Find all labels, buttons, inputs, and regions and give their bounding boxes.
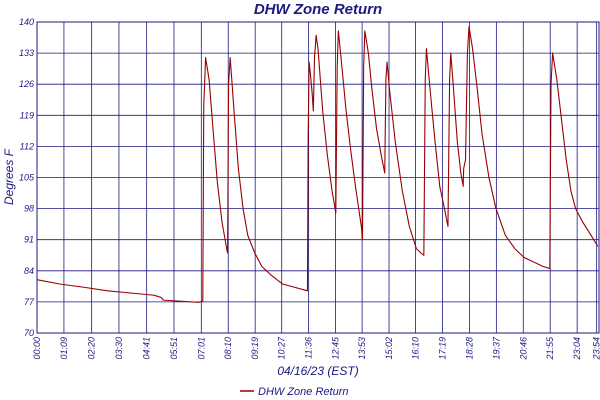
y-tick-label: 91 [24, 235, 34, 245]
x-tick-label: 18:28 [464, 337, 474, 360]
x-tick-label: 04:41 [142, 337, 152, 360]
x-tick-label: 02:20 [87, 337, 97, 360]
y-tick-label: 119 [20, 110, 34, 120]
y-tick-labels: 70 77 84 91 98 105 112 119 126 133 140 [19, 17, 35, 338]
y-tick-label: 105 [19, 173, 35, 183]
x-tick-label: 09:19 [250, 337, 260, 360]
x-tick-label: 10:27 [277, 336, 287, 360]
x-tick-label: 03:30 [114, 337, 124, 360]
plot-grid [36, 21, 600, 334]
chart-title: DHW Zone Return [254, 1, 382, 18]
y-tick-label: 70 [24, 328, 34, 338]
y-tick-label: 126 [19, 79, 34, 89]
x-tick-labels: 00:00 01:09 02:20 03:30 04:41 05:51 07:01 08:10… [32, 336, 600, 361]
series-layer [36, 25, 599, 303]
y-tick-label: 98 [24, 204, 34, 214]
legend: DHW Zone Return [240, 386, 348, 398]
x-axis-label: 04/16/23 (EST) [277, 364, 358, 378]
x-tick-label: 11:36 [304, 337, 314, 359]
x-tick-label: 05:51 [169, 337, 179, 360]
x-tick-label: 16:10 [411, 337, 421, 360]
y-tick-label: 84 [24, 266, 34, 276]
x-tick-label: 12:45 [331, 336, 341, 360]
x-tick-label: 23:04 [572, 337, 582, 361]
x-tick-label: 08:10 [223, 337, 233, 360]
x-tick-label: 20:46 [518, 337, 528, 361]
y-tick-label: 133 [19, 48, 34, 58]
x-tick-label: 23:54 [592, 337, 600, 361]
series-line-dhw-zone-return [36, 25, 599, 303]
x-tick-label: 15:02 [384, 337, 394, 360]
x-tick-label: 19:37 [491, 336, 501, 360]
y-tick-label: 140 [19, 17, 34, 27]
x-tick-label: 00:00 [32, 337, 42, 360]
y-tick-label: 77 [24, 297, 35, 307]
x-tick-label: 01:09 [59, 337, 69, 360]
x-tick-label: 21:55 [545, 336, 555, 361]
y-tick-label: 112 [20, 141, 34, 151]
x-tick-label: 17:19 [437, 337, 447, 360]
legend-entry: DHW Zone Return [258, 386, 348, 398]
x-tick-label: 13:53 [357, 337, 367, 360]
x-tick-label: 07:01 [196, 337, 206, 360]
y-axis-label: Degrees F [2, 148, 16, 205]
